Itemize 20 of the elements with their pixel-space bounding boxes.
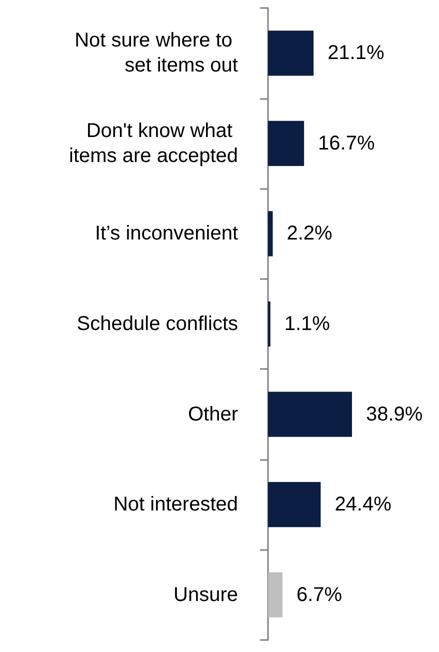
data-label: 2.2% <box>286 222 333 245</box>
bar <box>268 392 352 437</box>
y-tick-label: Other <box>188 403 238 426</box>
y-tick-label: Not sure where to set items out <box>74 30 238 77</box>
y-tick-label: Schedule conflicts <box>76 313 238 335</box>
data-label: 16.7% <box>318 132 375 154</box>
bar <box>268 572 282 618</box>
bar <box>268 211 273 256</box>
data-label: 38.9% <box>366 403 423 426</box>
bar <box>268 482 321 528</box>
data-label: 6.7% <box>296 584 342 606</box>
y-tick-label: Unsure <box>174 584 238 606</box>
data-label: 24.4% <box>334 494 392 516</box>
y-tick-label: It’s inconvenient <box>94 222 238 245</box>
y-tick-label: Not interested <box>113 494 238 516</box>
bar <box>268 120 304 166</box>
data-label: 1.1% <box>284 313 330 335</box>
bar <box>268 30 314 76</box>
y-tick-label: Don't know what items are accepted <box>69 120 238 167</box>
data-label: 21.1% <box>328 42 384 64</box>
